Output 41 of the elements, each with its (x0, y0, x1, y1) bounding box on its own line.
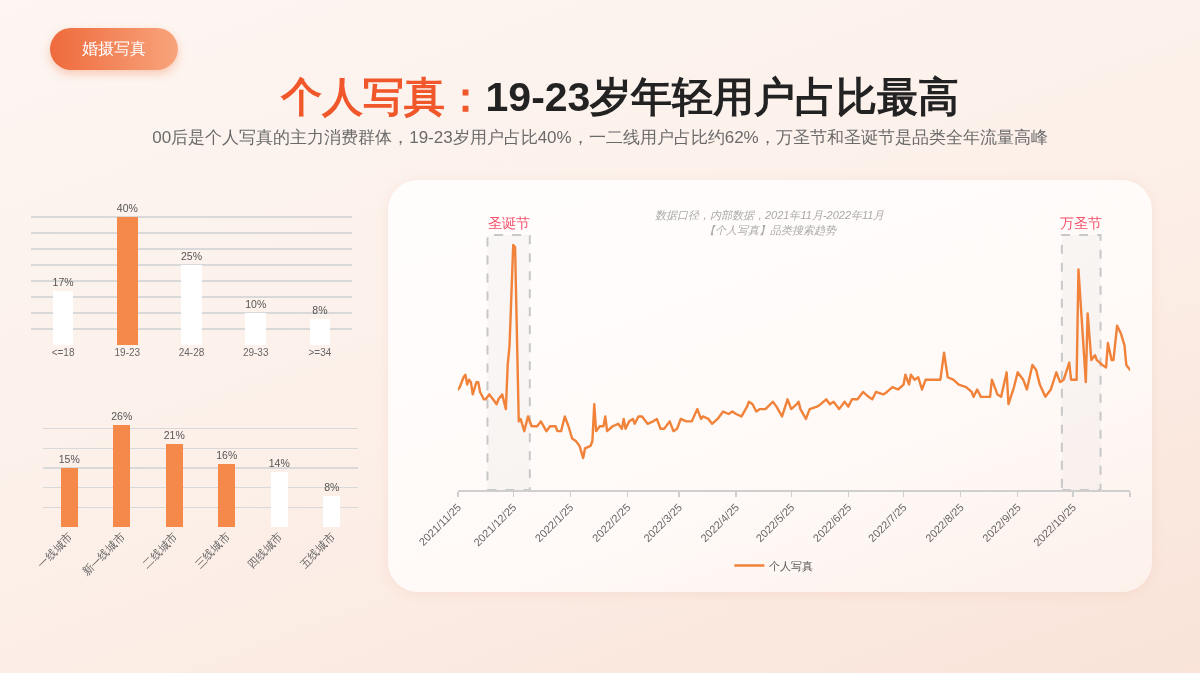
bar (245, 313, 266, 345)
bar (270, 471, 288, 527)
bar (218, 464, 236, 527)
text: 数据口径，内部数据，2021年11月-2022年11月 (655, 209, 885, 221)
data-label: 8% (324, 480, 340, 493)
bar (165, 444, 183, 527)
x-tick-label: 五线城市 (297, 530, 338, 570)
data-label: 16% (216, 449, 238, 462)
chart-title: 【个人写真】品类搜索趋势 (703, 223, 837, 236)
data-label: 25% (180, 250, 203, 263)
bar (323, 495, 341, 527)
bar (309, 319, 331, 345)
text: 00后是个人写真的主力消费群体，19-23岁用户占比40%，一二线用户占比约62%，万圣节和圣诞节是品类全年流量高峰 (152, 127, 1048, 149)
bar (181, 265, 202, 345)
data-label: 26% (111, 409, 133, 422)
text: 婚摄写真 (82, 39, 146, 59)
bar (60, 468, 78, 527)
bar (113, 424, 131, 527)
x-tick-label: 24-28 (178, 347, 205, 358)
bar (117, 217, 138, 345)
x-tick-label: 二线城市 (139, 530, 180, 570)
text: 个人写真：19-23岁年轻用户占比最高 (280, 74, 960, 120)
x-tick-label: 新一线城市 (79, 530, 128, 578)
data-label: 17% (52, 275, 74, 288)
data-label: 40% (116, 202, 138, 215)
band-label: 圣诞节 (488, 215, 530, 231)
data-label: 8% (312, 304, 328, 317)
x-tick-label: 一线城市 (34, 530, 75, 570)
data-label: 10% (245, 298, 267, 311)
x-tick-label: 三线城市 (192, 530, 233, 570)
band-label: 万圣节 (1060, 215, 1102, 231)
data-label: 15% (58, 453, 80, 466)
data-label: 14% (268, 456, 290, 469)
x-tick-label: 29-33 (242, 347, 269, 358)
bar (52, 290, 74, 345)
x-tick-label: 19-23 (114, 347, 141, 358)
x-tick-label: >=34 (308, 347, 332, 358)
legend-label: 个人写真 (769, 559, 814, 572)
x-tick-label: <=18 (51, 347, 75, 358)
x-tick-label: 四线城市 (244, 530, 285, 570)
data-label: 21% (163, 429, 185, 442)
